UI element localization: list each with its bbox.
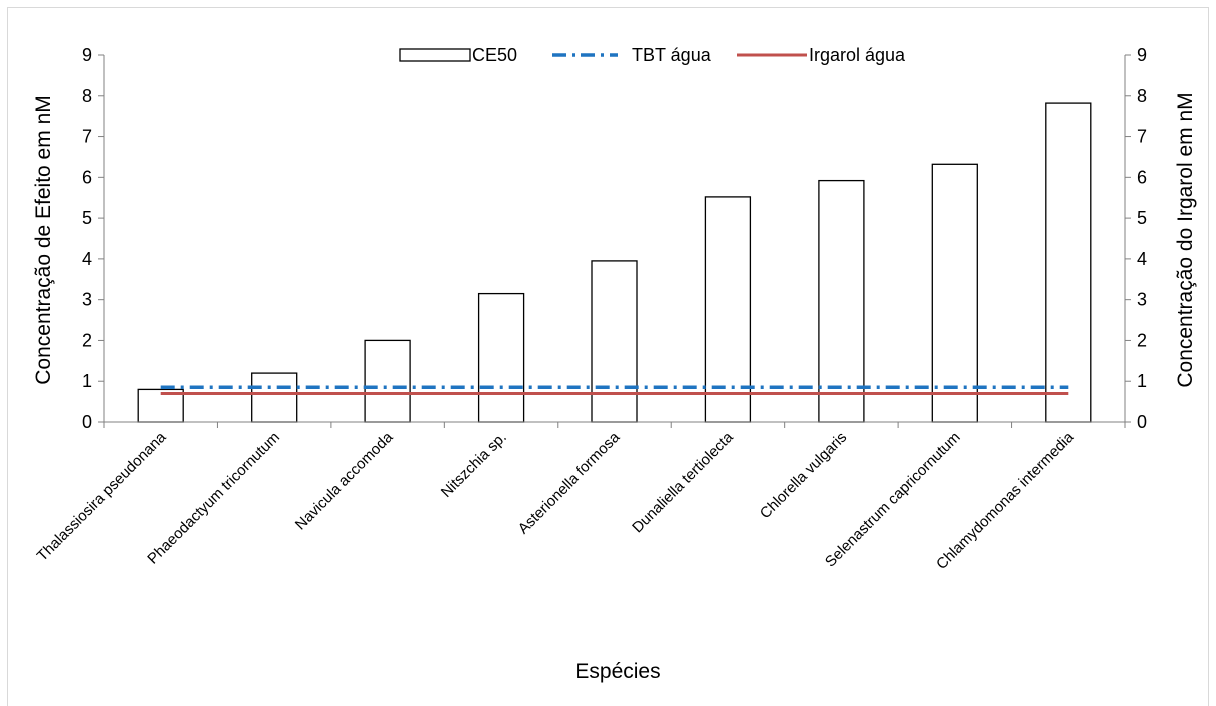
left-tick-label-7: 7 (82, 127, 92, 147)
right-tick-labels: 0 1 2 3 4 5 6 7 8 9 (1137, 45, 1147, 432)
bar-4 (477, 292, 525, 423)
left-tick-label-8: 8 (82, 86, 92, 106)
x-axis-title: Espécies (575, 660, 660, 683)
right-tick-label-0: 0 (1137, 412, 1147, 432)
bar-2 (251, 372, 298, 423)
y2-axis-title: Concentração do Irgarol em nM (1174, 92, 1197, 387)
right-tick-label-4: 4 (1137, 249, 1147, 269)
y-axis-title: Concentração de Efeito em nM (32, 95, 55, 385)
legend-irgarol-label: Irgarol água (809, 45, 906, 65)
left-tick-label-6: 6 (82, 167, 92, 187)
legend: CE50 TBT água Irgarol água (399, 45, 906, 65)
axes-group (98, 54, 1131, 428)
left-tick-label-9: 9 (82, 45, 92, 65)
bar-8 (931, 163, 978, 423)
right-tick-label-7: 7 (1137, 127, 1147, 147)
lines-group (160, 385, 1069, 395)
legend-tbt-label: TBT água (632, 45, 712, 65)
bar-5 (591, 260, 638, 423)
left-tick-label-1: 1 (82, 371, 92, 391)
right-tick-label-5: 5 (1137, 208, 1147, 228)
left-tick-label-4: 4 (82, 249, 92, 269)
left-tick-label-5: 5 (82, 208, 92, 228)
bar-7 (818, 179, 865, 423)
right-tick-label-9: 9 (1137, 45, 1147, 65)
legend-ce50-swatch (399, 48, 471, 62)
right-tick-label-8: 8 (1137, 86, 1147, 106)
right-tick-label-6: 6 (1137, 167, 1147, 187)
left-tick-label-3: 3 (82, 290, 92, 310)
right-tick-label-2: 2 (1137, 330, 1147, 350)
right-tick-label-1: 1 (1137, 371, 1147, 391)
left-tick-labels: 0 1 2 3 4 5 6 7 8 9 (82, 45, 92, 432)
bar-6 (704, 196, 752, 423)
legend-ce50-label: CE50 (472, 45, 517, 65)
right-tick-label-3: 3 (1137, 290, 1147, 310)
left-tick-label-0: 0 (82, 412, 92, 432)
bar-3 (364, 339, 411, 423)
bar-9 (1045, 102, 1092, 423)
left-tick-label-2: 2 (82, 330, 92, 350)
